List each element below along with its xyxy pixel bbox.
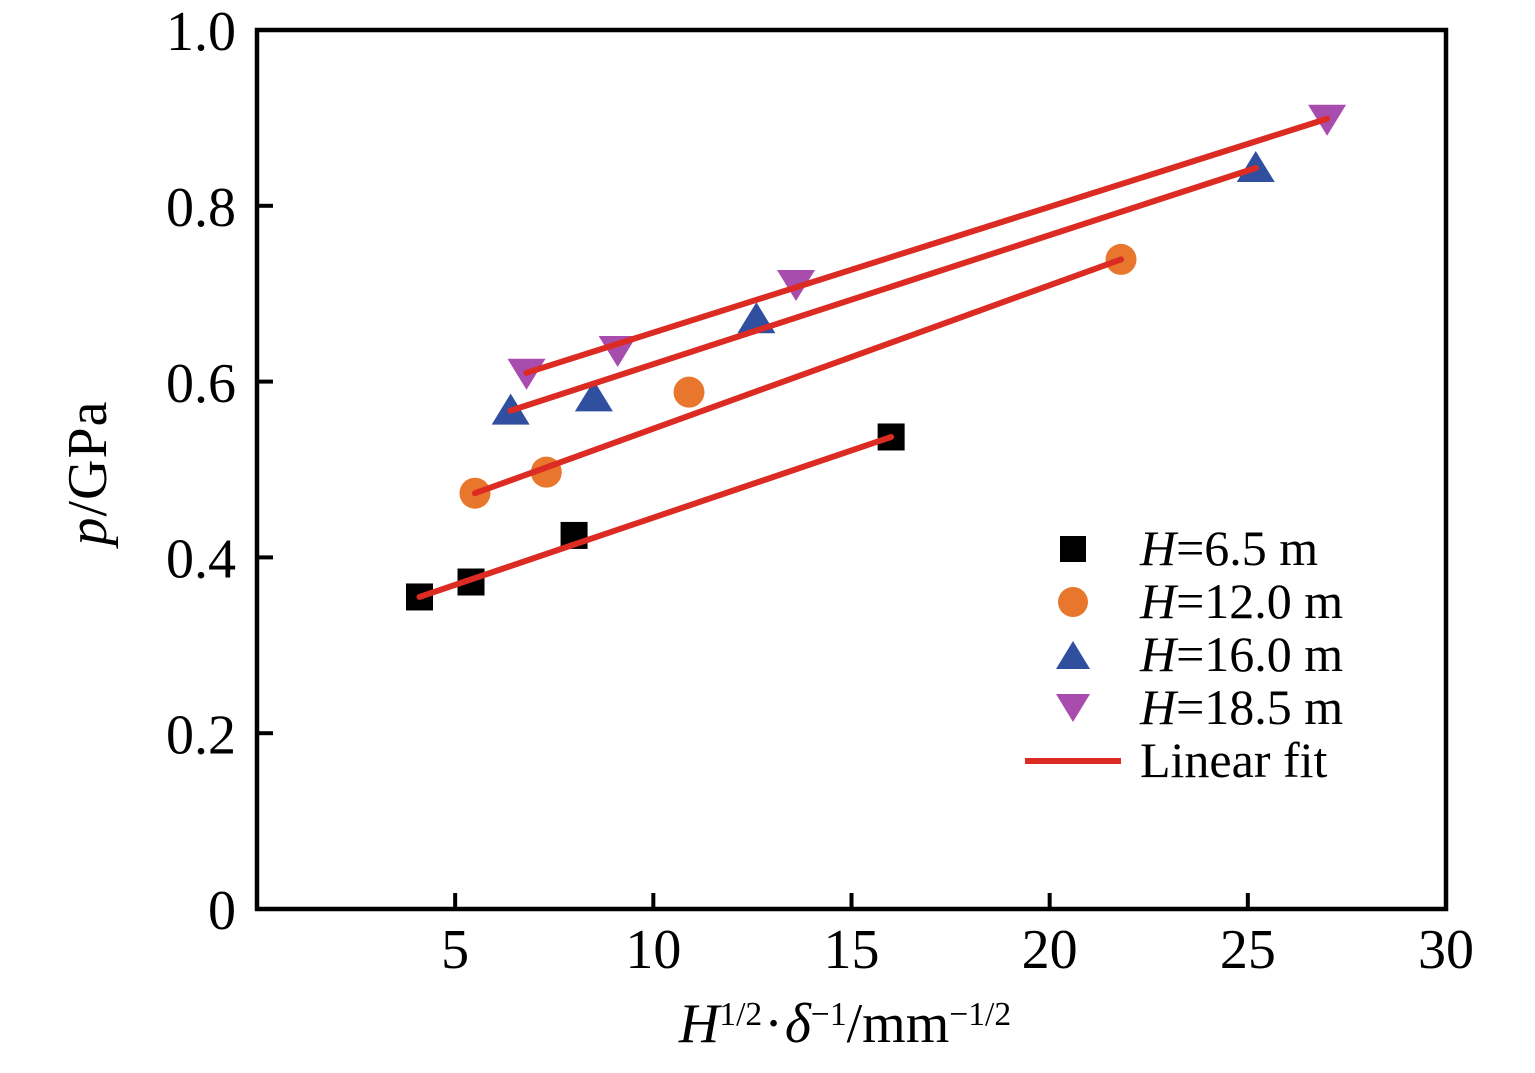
legend: H=6.5 m H=12.0 m H=16.0 m H=18.5 m Linea <box>1020 522 1343 787</box>
x-axis-exponent-2: −1 <box>810 995 847 1033</box>
legend-value: Linear fit <box>1140 732 1328 788</box>
linear-fit-line <box>471 256 1125 497</box>
circle-marker-icon <box>1020 586 1126 618</box>
line-marker-icon <box>1020 755 1126 767</box>
x-tick-label: 5 <box>441 919 469 981</box>
legend-label: H=18.5 m <box>1140 681 1343 734</box>
y-axis-unit: /GPa <box>57 400 119 517</box>
y-tick-label: 0.8 <box>166 177 236 239</box>
legend-label: H=6.5 m <box>1140 522 1318 575</box>
data-point-triangle-up <box>574 380 613 412</box>
x-axis-unit: /mm <box>846 993 950 1055</box>
x-axis-variable-delta: δ <box>784 993 811 1055</box>
x-tick-label: 20 <box>1022 919 1078 981</box>
y-tick-label: 0 <box>208 880 236 942</box>
x-tick-label: 10 <box>625 919 681 981</box>
legend-label: H=12.0 m <box>1140 575 1343 628</box>
legend-label: H=16.0 m <box>1140 628 1343 681</box>
legend-label: Linear fit <box>1140 734 1327 787</box>
x-tick-label: 15 <box>824 919 880 981</box>
legend-item-linear-fit: Linear fit <box>1020 734 1343 787</box>
y-tick-label: 0.6 <box>166 353 236 415</box>
y-tick-label: 1.0 <box>166 1 236 63</box>
linear-fit-line <box>523 115 1331 376</box>
legend-variable: H <box>1140 573 1177 629</box>
x-tick-label: 30 <box>1418 919 1474 981</box>
legend-variable: H <box>1140 520 1177 576</box>
legend-value: =18.5 m <box>1176 679 1344 735</box>
data-point-circle <box>673 376 705 408</box>
legend-item-h6-5: H=6.5 m <box>1020 522 1343 575</box>
legend-item-h18-5: H=18.5 m <box>1020 681 1343 734</box>
y-axis-label: p/GPa <box>56 401 120 546</box>
y-tick-label: 0.4 <box>166 529 236 591</box>
legend-item-h16-0: H=16.0 m <box>1020 628 1343 681</box>
linear-fit-line <box>416 433 895 600</box>
x-axis-exponent: 1/2 <box>719 995 763 1033</box>
linear-fit-line <box>507 165 1259 414</box>
x-axis-label: H1/2·δ−1/mm−1/2 <box>595 992 1095 1056</box>
legend-item-h12-0: H=12.0 m <box>1020 575 1343 628</box>
triangle-up-marker-icon <box>1020 638 1126 672</box>
triangle-down-marker-icon <box>1020 691 1126 725</box>
legend-variable: H <box>1140 679 1177 735</box>
x-axis-exponent-3: −1/2 <box>949 995 1012 1033</box>
x-axis-variable: H <box>678 993 720 1055</box>
legend-variable: H <box>1140 626 1177 682</box>
y-axis-variable: p <box>57 516 119 546</box>
x-axis-dot: · <box>764 993 783 1055</box>
legend-value: =12.0 m <box>1176 573 1344 629</box>
y-tick-label: 0.2 <box>166 704 236 766</box>
x-tick-label: 25 <box>1220 919 1276 981</box>
square-marker-icon <box>1020 535 1126 563</box>
legend-value: =6.5 m <box>1176 520 1319 576</box>
legend-value: =16.0 m <box>1176 626 1344 682</box>
